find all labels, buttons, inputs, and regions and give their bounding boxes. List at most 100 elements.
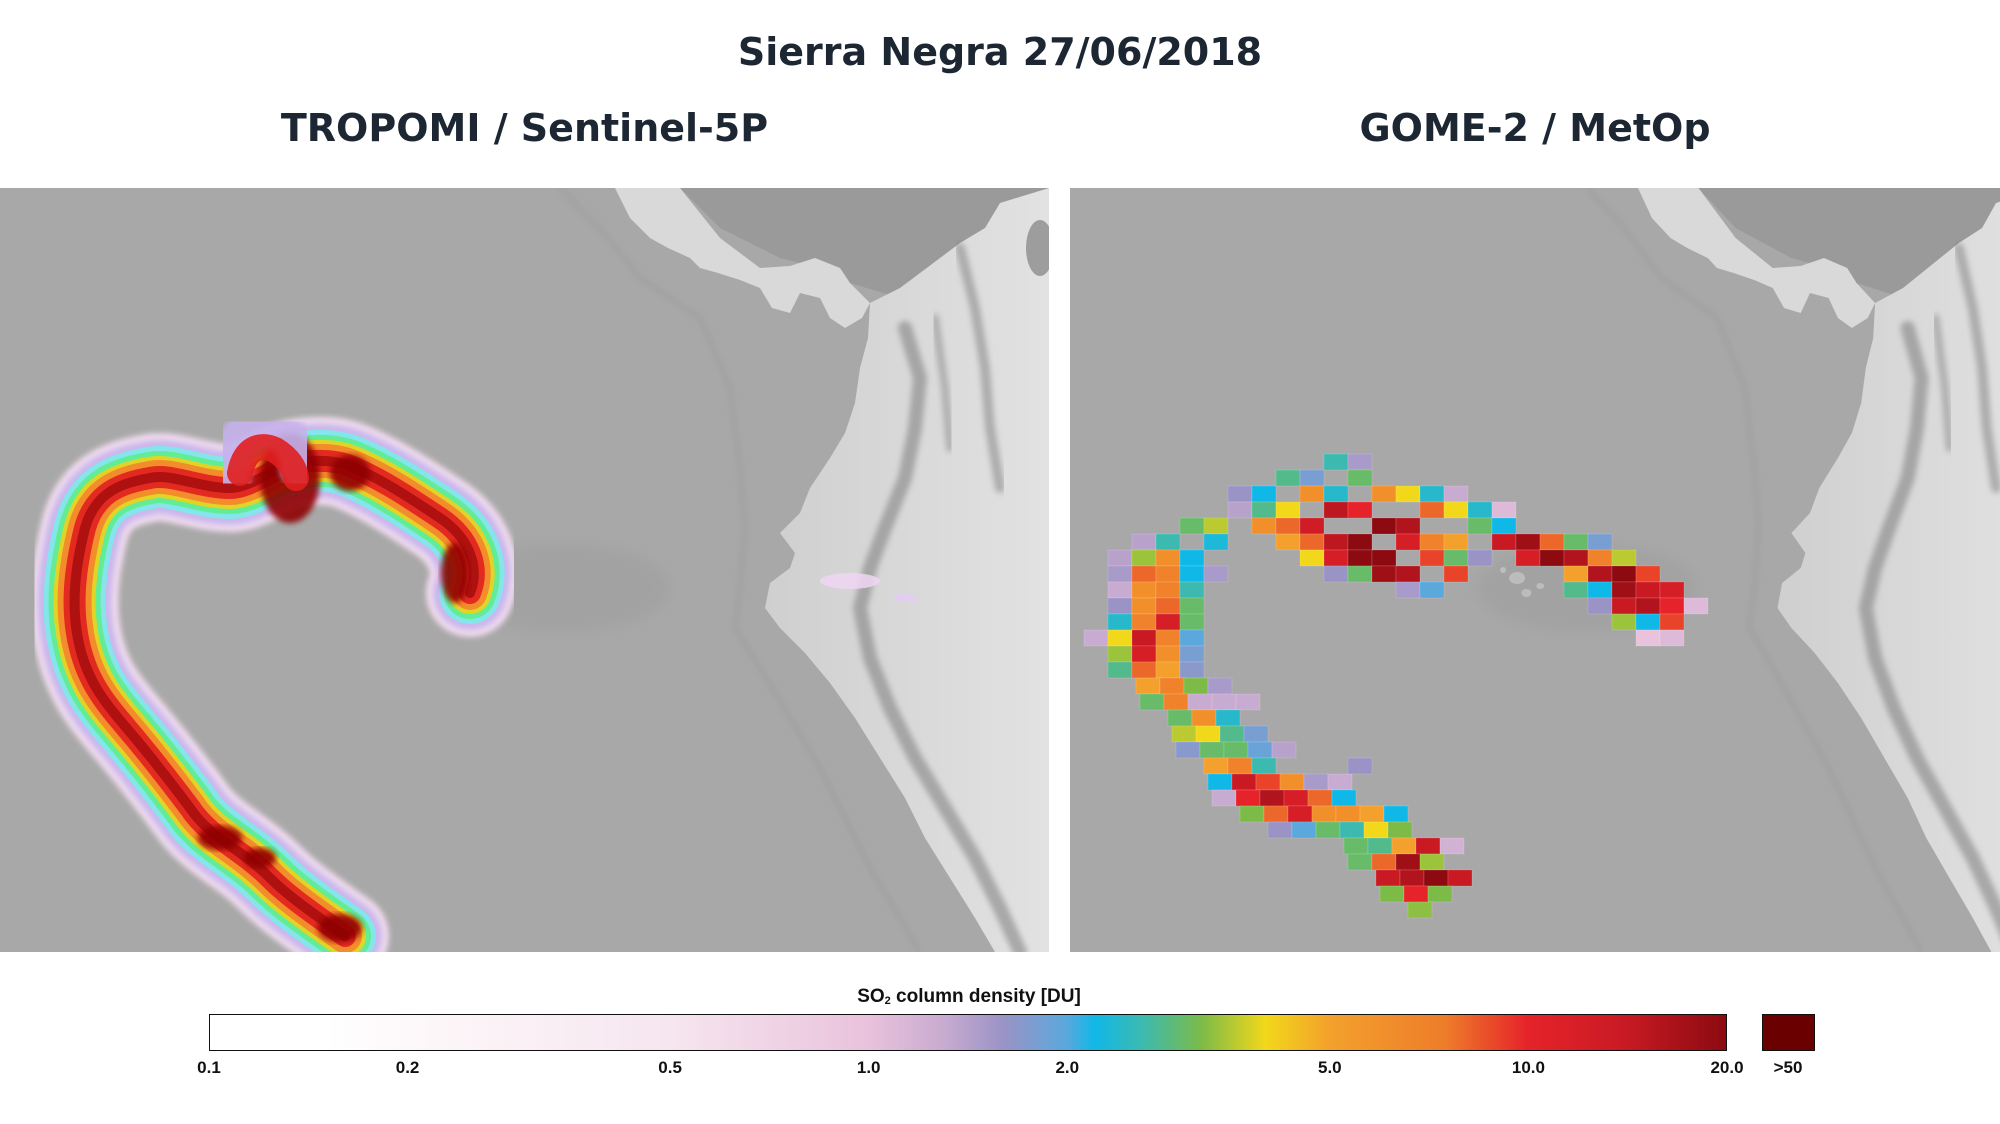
gome2-pixel <box>1587 597 1613 615</box>
gome2-pixel <box>1275 533 1301 551</box>
gome2-pixel <box>1359 805 1385 823</box>
gome2-pixel <box>1131 645 1157 663</box>
gome2-pixel <box>1211 693 1237 711</box>
gome2-pixel <box>1163 693 1189 711</box>
gome2-pixel <box>1371 565 1397 583</box>
gome2-pixel <box>1587 533 1613 551</box>
gome2-pixel <box>1259 789 1285 807</box>
gome2-pixel <box>1243 725 1269 743</box>
gome2-pixel <box>1419 533 1445 551</box>
gome2-pixel <box>1239 805 1265 823</box>
gome2-pixel <box>1683 597 1709 615</box>
gome2-pixel <box>1611 597 1637 615</box>
gome2-pixel <box>1171 725 1197 743</box>
gome2-pixel <box>1491 517 1517 535</box>
gome2-pixel <box>1323 533 1349 551</box>
gome2-pixel <box>1131 613 1157 631</box>
gome2-pixel <box>1611 613 1637 631</box>
gome2-pixel <box>1155 629 1181 647</box>
gome2-pixel <box>1179 565 1205 583</box>
gome2-pixel <box>1395 533 1421 551</box>
panel-title-gome2: GOME-2 / MetOp <box>1359 106 1711 150</box>
gome2-pixel <box>1371 517 1397 535</box>
gome2-pixel <box>1347 533 1373 551</box>
gome2-pixel <box>1635 629 1661 647</box>
gome2-pixel <box>1255 773 1281 791</box>
gome2-pixel <box>1207 677 1233 695</box>
gome2-pixel <box>1323 565 1349 583</box>
gome2-pixel <box>1131 533 1157 551</box>
gome2-pixel <box>1635 613 1661 631</box>
gome2-pixel <box>1155 581 1181 599</box>
gome2-pixel <box>1323 501 1349 519</box>
colorbar-tick-label: 20.0 <box>1710 1058 1744 1077</box>
gome2-pixel <box>1419 485 1445 503</box>
gome2-pixel <box>1347 453 1373 471</box>
gome2-pixel <box>1635 597 1661 615</box>
gome2-pixel <box>1223 741 1249 759</box>
gome2-pixel <box>1347 549 1373 567</box>
colorbar <box>209 1014 1727 1051</box>
gome2-pixel <box>1443 485 1469 503</box>
gome2-pixel <box>1539 533 1565 551</box>
gome2-pixel <box>1279 773 1305 791</box>
gome2-pixel <box>1659 629 1685 647</box>
gome2-pixel <box>1155 549 1181 567</box>
gome2-pixel <box>1367 837 1393 855</box>
gome2-pixel <box>1427 885 1453 903</box>
main-title: Sierra Negra 27/06/2018 <box>737 30 1263 74</box>
gome2-pixel <box>1211 789 1237 807</box>
gome2-pixel <box>1339 821 1365 839</box>
gome2-pixel <box>1107 645 1133 663</box>
gome2-pixel <box>1155 597 1181 615</box>
gome2-pixel <box>1251 757 1277 775</box>
gome2-pixel <box>1395 581 1421 599</box>
gome2-pixel <box>1179 549 1205 567</box>
gome2-pixel <box>1539 549 1565 567</box>
map-panel-tropomi <box>0 188 1049 952</box>
gome2-pixel <box>1611 565 1637 583</box>
gome2-pixel <box>1395 565 1421 583</box>
gome2-pixel <box>1271 741 1297 759</box>
gome2-pixel <box>1231 773 1257 791</box>
gome2-pixel <box>1635 565 1661 583</box>
gome2-pixel <box>1179 645 1205 663</box>
so2-pixels-gome2 <box>1083 453 1709 919</box>
gome2-pixel <box>1291 821 1317 839</box>
gome2-pixel <box>1299 485 1325 503</box>
gome2-pixel <box>1263 805 1289 823</box>
gome2-pixel <box>1299 517 1325 535</box>
gome2-pixel <box>1175 741 1201 759</box>
gome2-pixel <box>1275 469 1301 487</box>
gome2-pixel <box>1227 485 1253 503</box>
gome2-pixel <box>1439 837 1465 855</box>
gome2-pixel <box>1107 661 1133 679</box>
gome2-pixel <box>1307 789 1333 807</box>
gome2-pixel <box>1515 549 1541 567</box>
gome2-pixel <box>1179 661 1205 679</box>
gome2-pixel <box>1275 517 1301 535</box>
panel-title-tropomi: TROPOMI / Sentinel-5P <box>280 106 769 150</box>
gome2-pixel <box>1299 533 1325 551</box>
gome2-pixel <box>1347 565 1373 583</box>
gome2-pixel <box>1131 597 1157 615</box>
gome2-pixel <box>1371 853 1397 871</box>
gome2-pixel <box>1179 629 1205 647</box>
map-panel-gome2 <box>1070 188 2000 952</box>
gome2-pixel <box>1179 597 1205 615</box>
colorbar-tick-label: 2.0 <box>1055 1058 1080 1077</box>
gome2-pixel <box>1131 581 1157 599</box>
gome2-pixel <box>1203 565 1229 583</box>
gome2-pixel <box>1491 533 1517 551</box>
gome2-pixel <box>1267 821 1293 839</box>
gome2-pixel <box>1347 469 1373 487</box>
gome2-pixel <box>1335 805 1361 823</box>
gome2-pixel <box>1083 629 1109 647</box>
colorbar-tick-label: 1.0 <box>856 1058 881 1077</box>
gome2-pixel <box>1251 501 1277 519</box>
gome2-pixel <box>1563 581 1589 599</box>
gome2-pixel <box>1311 805 1337 823</box>
gome2-pixel <box>1187 693 1213 711</box>
gome2-pixel <box>1155 661 1181 679</box>
gome2-pixel <box>1395 485 1421 503</box>
